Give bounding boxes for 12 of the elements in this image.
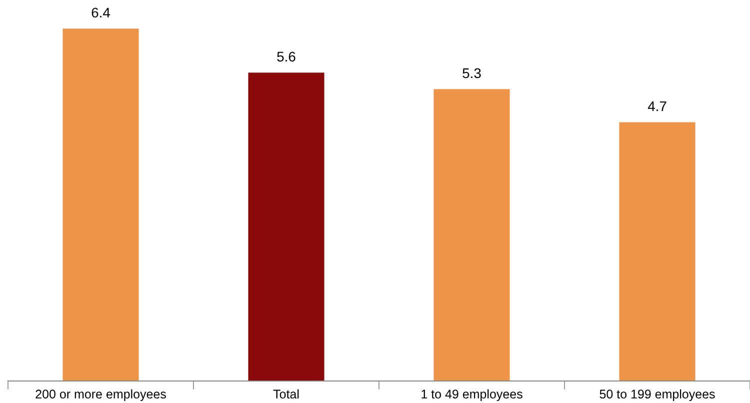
data-label: 4.7 [648, 101, 666, 112]
x-tick-label: Total [273, 389, 299, 399]
x-tick-label: 200 or more employees [36, 389, 166, 401]
data-label: 5.3 [462, 68, 481, 78]
bar [248, 72, 324, 381]
bar [434, 89, 510, 381]
bar [619, 122, 696, 381]
x-tick-label: 50 to 199 employees [600, 389, 715, 401]
x-tick-label: 1 to 49 employees [422, 389, 522, 401]
data-label: 5.6 [277, 52, 296, 62]
bar [62, 28, 139, 381]
data-label: 6.4 [92, 8, 110, 18]
